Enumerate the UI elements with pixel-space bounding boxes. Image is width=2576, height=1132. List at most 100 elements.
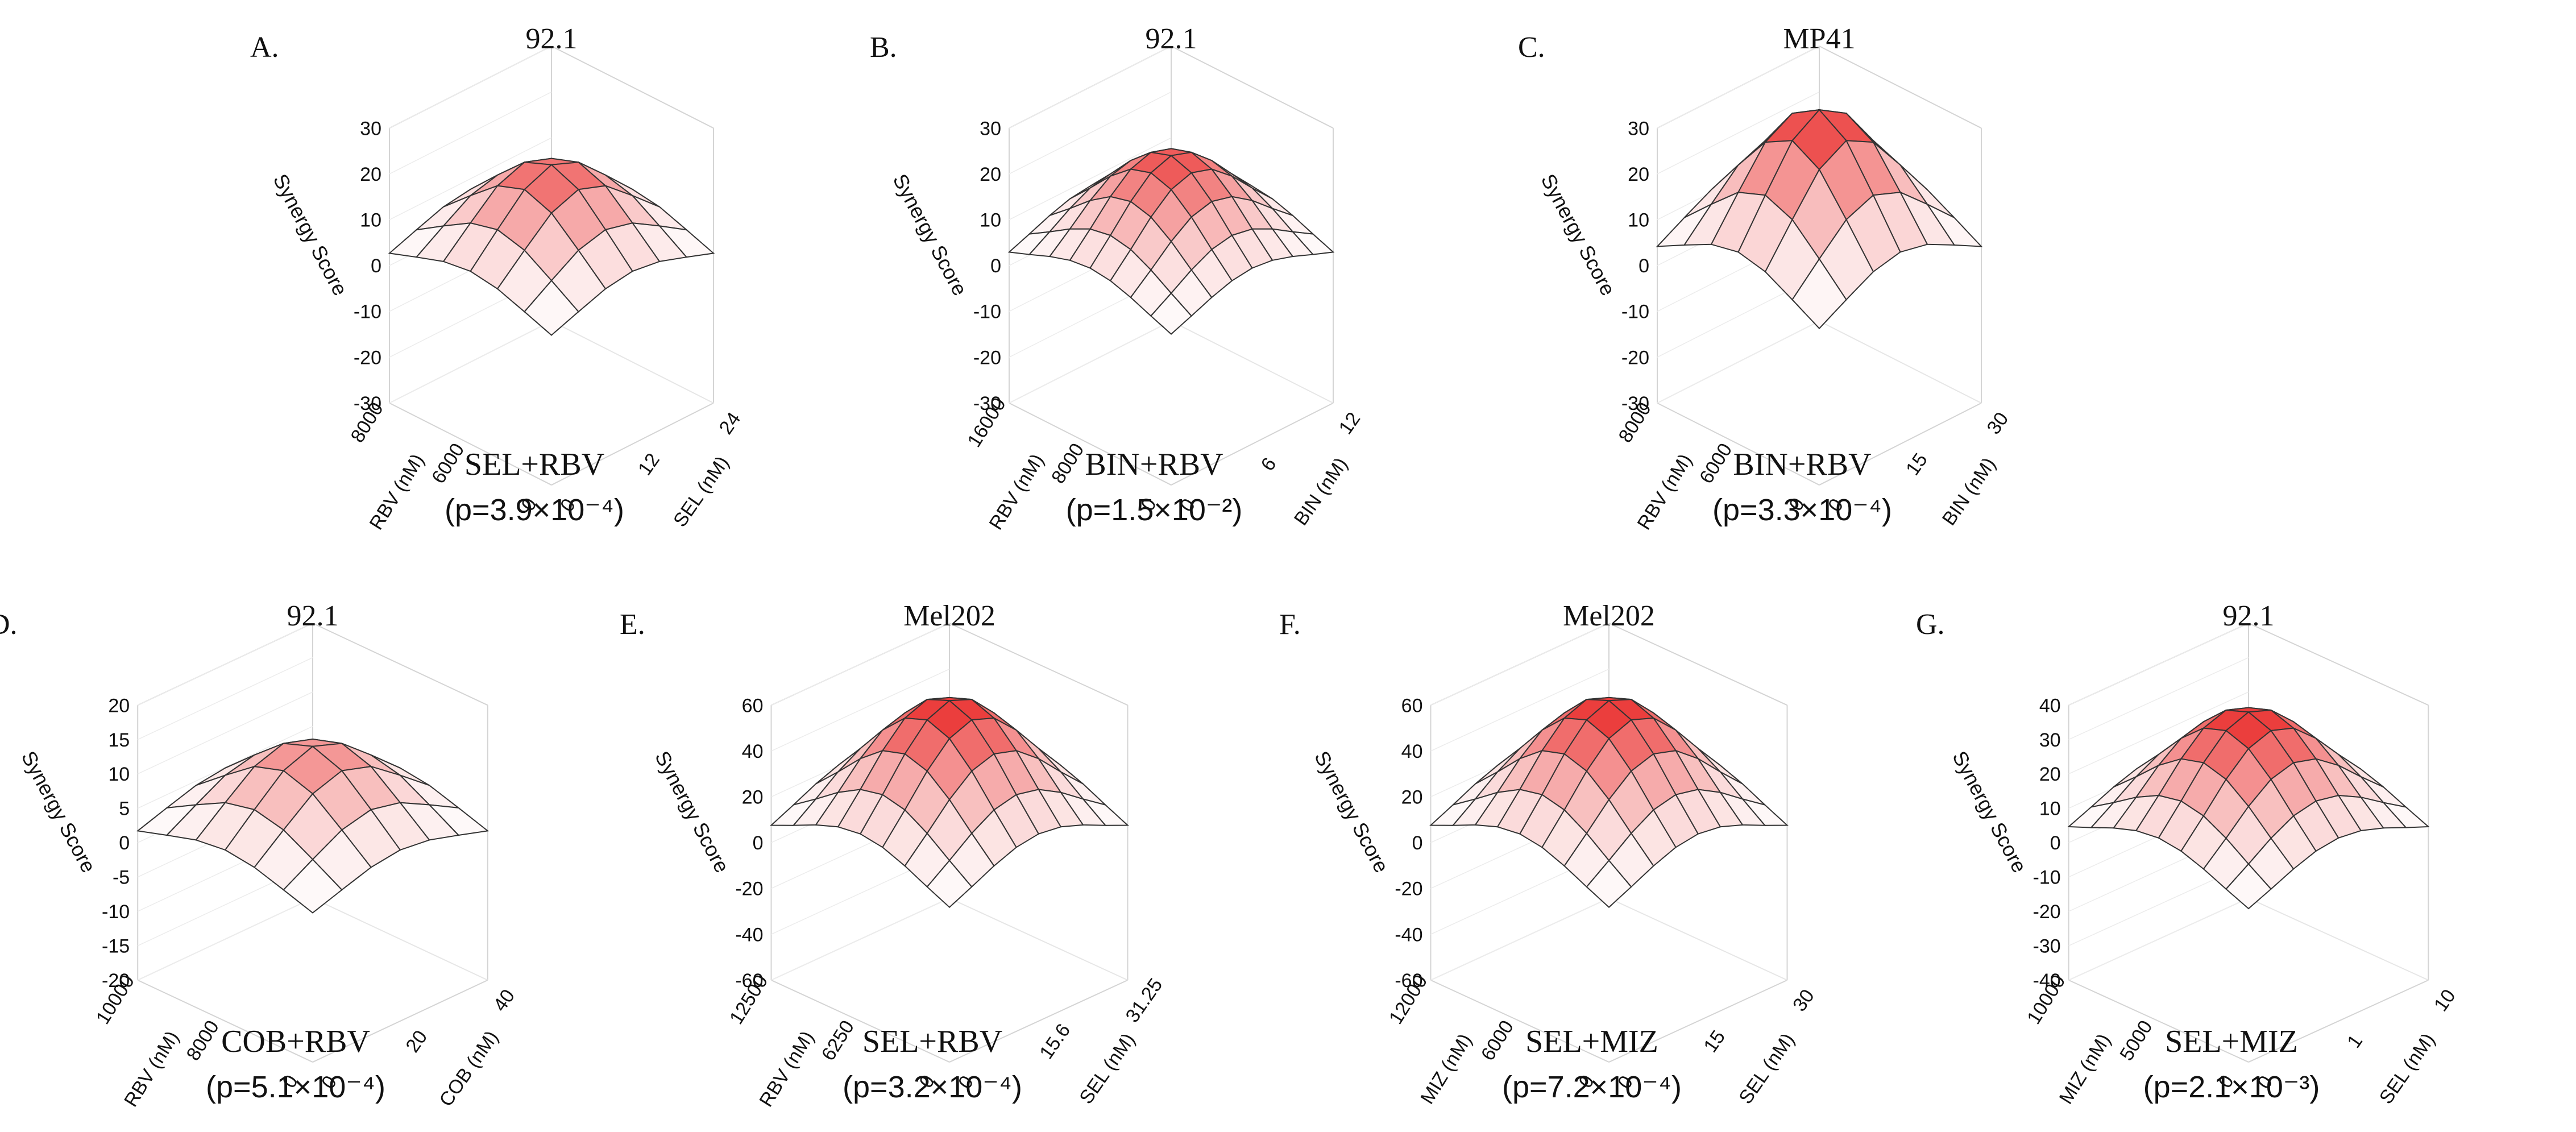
y-tick-label: 6250	[818, 1017, 858, 1064]
z-tick-label: -10	[1621, 301, 1649, 323]
z-tick-label: 30	[360, 118, 381, 139]
panel-label: C.	[1518, 31, 1545, 64]
y-axis-label: RBV (nM)	[1633, 450, 1696, 534]
p-value-label: (p=3.2×10⁻⁴)	[843, 1070, 1022, 1104]
z-tick-label: 0	[1638, 255, 1649, 277]
panel-title: MP41	[1783, 23, 1855, 55]
y-tick-label: 6000	[428, 439, 468, 487]
y-tick-label: 8000	[182, 1017, 223, 1064]
z-tick-label: 30	[980, 118, 1001, 139]
x-tick-label: 15.6	[1035, 1020, 1075, 1063]
z-tick-label: 0	[753, 832, 764, 854]
z-gridline	[2068, 623, 2249, 706]
z-axis-label: Synergy Score	[1310, 747, 1393, 877]
axis-box	[770, 623, 1129, 1063]
panel-title: Mel202	[903, 600, 995, 632]
z-gridline	[1009, 92, 1172, 175]
z-tick-label: 20	[1628, 164, 1649, 185]
y-axis-label: RBV (nM)	[366, 450, 429, 534]
y-axis-label: RBV (nM)	[755, 1027, 818, 1111]
top-edge-right	[2248, 623, 2429, 706]
x-tick-label: 30	[1789, 985, 1819, 1015]
z-tick-label: -20	[735, 878, 763, 900]
x-tick-label: 10	[2430, 985, 2460, 1015]
y-axis-label: RBV (nM)	[985, 450, 1048, 534]
synergy-surface	[388, 157, 715, 336]
z-tick-label: 0	[1412, 832, 1423, 854]
synergy-surface	[2067, 707, 2430, 910]
floor-edge-back-right	[1608, 897, 1787, 981]
z-tick-label: -20	[1395, 878, 1422, 900]
z-tick-label: -30	[973, 393, 1001, 414]
z-gridline	[771, 669, 950, 752]
surface-cell	[1150, 292, 1193, 335]
surface-cell	[1791, 258, 1847, 330]
p-value-label: (p=3.3×10⁻⁴)	[1712, 493, 1892, 527]
z-axis-label: Synergy Score	[1537, 170, 1620, 300]
z-tick-label: 20	[360, 164, 381, 185]
z-gridline	[137, 691, 313, 774]
floor-edge-left	[389, 403, 552, 486]
floor-edge-back-right	[551, 320, 714, 404]
top-edge-right	[312, 623, 488, 706]
z-gridline	[137, 623, 313, 706]
z-gridline	[1430, 623, 1610, 706]
z-axis-label: Synergy Score	[1948, 747, 2031, 877]
z-gridline	[2068, 898, 2249, 981]
x-tick-label: 31.25	[1122, 975, 1167, 1027]
z-tick-label: -60	[735, 970, 763, 992]
z-axis-label: Synergy Score	[650, 747, 734, 877]
z-tick-label: -5	[113, 867, 130, 889]
x-axis-label: SEL (nM)	[1075, 1029, 1139, 1108]
z-tick-label: -10	[973, 301, 1001, 323]
z-tick-label: 20	[108, 695, 130, 716]
z-tick-label: 60	[1401, 695, 1423, 716]
z-tick-label: 30	[2039, 729, 2061, 751]
z-tick-label: 60	[742, 695, 764, 716]
z-tick-label: 20	[742, 787, 764, 808]
floor-edge-left	[1657, 403, 1820, 486]
y-tick-label: 12000	[1385, 971, 1432, 1028]
floor-edge-back-right	[1171, 320, 1334, 404]
y-tick-label: 5000	[2115, 1017, 2156, 1064]
z-tick-label: 20	[1401, 787, 1423, 808]
surface-cell	[1586, 859, 1632, 909]
x-tick-label: 1	[2343, 1031, 2367, 1052]
x-axis-label: BIN (nM)	[1938, 454, 2000, 529]
z-axis-label: Synergy Score	[889, 170, 972, 300]
x-axis-label: BIN (nM)	[1290, 454, 1352, 529]
axis-box	[137, 623, 488, 1063]
combination-label: BIN+RBV	[1733, 447, 1871, 482]
surface-cell	[283, 859, 343, 914]
z-gridline	[137, 898, 313, 981]
synergy-surface	[136, 738, 490, 914]
synergy-surface	[1429, 696, 1789, 909]
floor-edge-right	[1608, 979, 1787, 1063]
y-tick-label: 10000	[92, 971, 139, 1028]
floor-edge-right	[312, 979, 488, 1063]
y-tick-label: 6000	[1695, 439, 1736, 487]
combination-label: COB+RBV	[221, 1024, 370, 1059]
floor-edge-right	[949, 979, 1128, 1063]
z-gridline	[1657, 321, 1820, 404]
z-gridline	[389, 45, 552, 128]
panel-title: 92.1	[287, 600, 339, 632]
z-tick-label: 0	[990, 255, 1001, 277]
floor-edge-right	[551, 403, 714, 486]
combination-label: SEL+MIZ	[2165, 1024, 2298, 1059]
z-tick-label: 40	[742, 741, 764, 762]
z-tick-label: 30	[1628, 118, 1649, 139]
floor-edge-left	[2068, 979, 2249, 1063]
axis-box	[1657, 45, 1982, 486]
top-edge-right	[551, 45, 714, 129]
z-tick-label: 10	[360, 210, 381, 231]
z-tick-label: -30	[2033, 935, 2061, 957]
z-gridline	[389, 321, 552, 404]
z-tick-label: 10	[2039, 798, 2061, 820]
z-tick-label: 5	[119, 798, 130, 820]
floor-edge-right	[1819, 403, 1982, 486]
z-gridline	[389, 92, 552, 175]
p-value-label: (p=5.1×10⁻⁴)	[206, 1070, 385, 1104]
